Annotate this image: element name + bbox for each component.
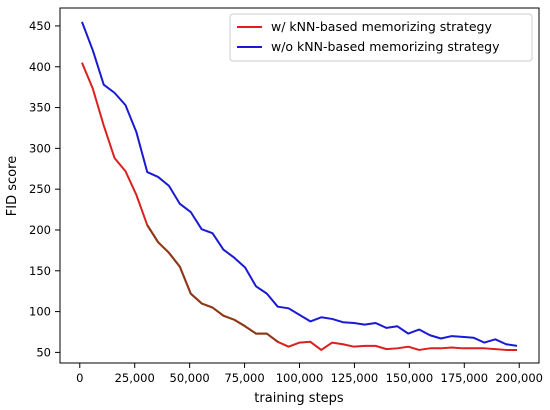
x-tick-label: 75,000	[224, 371, 264, 385]
legend: w/ kNN-based memorizing strategy w/o kNN…	[229, 13, 533, 62]
series-line-with-knn	[81, 62, 518, 351]
y-axis-label: FID score	[5, 156, 20, 216]
y-tick-label: 450	[29, 19, 51, 33]
x-tick-label: 50,000	[170, 371, 210, 385]
y-tick-label: 350	[29, 101, 51, 115]
x-tick-label: 25,000	[115, 371, 155, 385]
plot-area: 0 25,000 50,000 75,000 100,000 125,000 150,000…	[29, 7, 543, 385]
y-axis-ticks: 50 100 150 200 250 300 350 400 450	[29, 19, 60, 359]
legend-label-with-knn: w/ kNN-based memorizing strategy	[271, 19, 492, 34]
legend-box	[229, 13, 533, 62]
x-tick-label: 200,000	[495, 371, 543, 385]
x-tick-label: 100,000	[276, 371, 324, 385]
x-tick-label: 150,000	[386, 371, 434, 385]
x-axis-ticks: 0 25,000 50,000 75,000 100,000 125,000 150,000…	[76, 363, 543, 385]
y-tick-label: 300	[29, 141, 51, 155]
y-tick-label: 250	[29, 182, 51, 196]
y-tick-label: 50	[36, 345, 51, 359]
x-axis-label: training steps	[254, 391, 344, 406]
x-tick-label: 175,000	[441, 371, 489, 385]
x-tick-label: 0	[76, 371, 83, 385]
series-line-overlap	[146, 224, 279, 343]
legend-label-without-knn: w/o kNN-based memorizing strategy	[271, 39, 500, 54]
y-tick-label: 100	[29, 305, 51, 319]
y-tick-label: 150	[29, 264, 51, 278]
y-tick-label: 200	[29, 223, 51, 237]
y-tick-label: 400	[29, 60, 51, 74]
series-line-without-knn	[81, 21, 518, 347]
x-tick-label: 125,000	[331, 371, 379, 385]
series-layer	[81, 21, 518, 351]
